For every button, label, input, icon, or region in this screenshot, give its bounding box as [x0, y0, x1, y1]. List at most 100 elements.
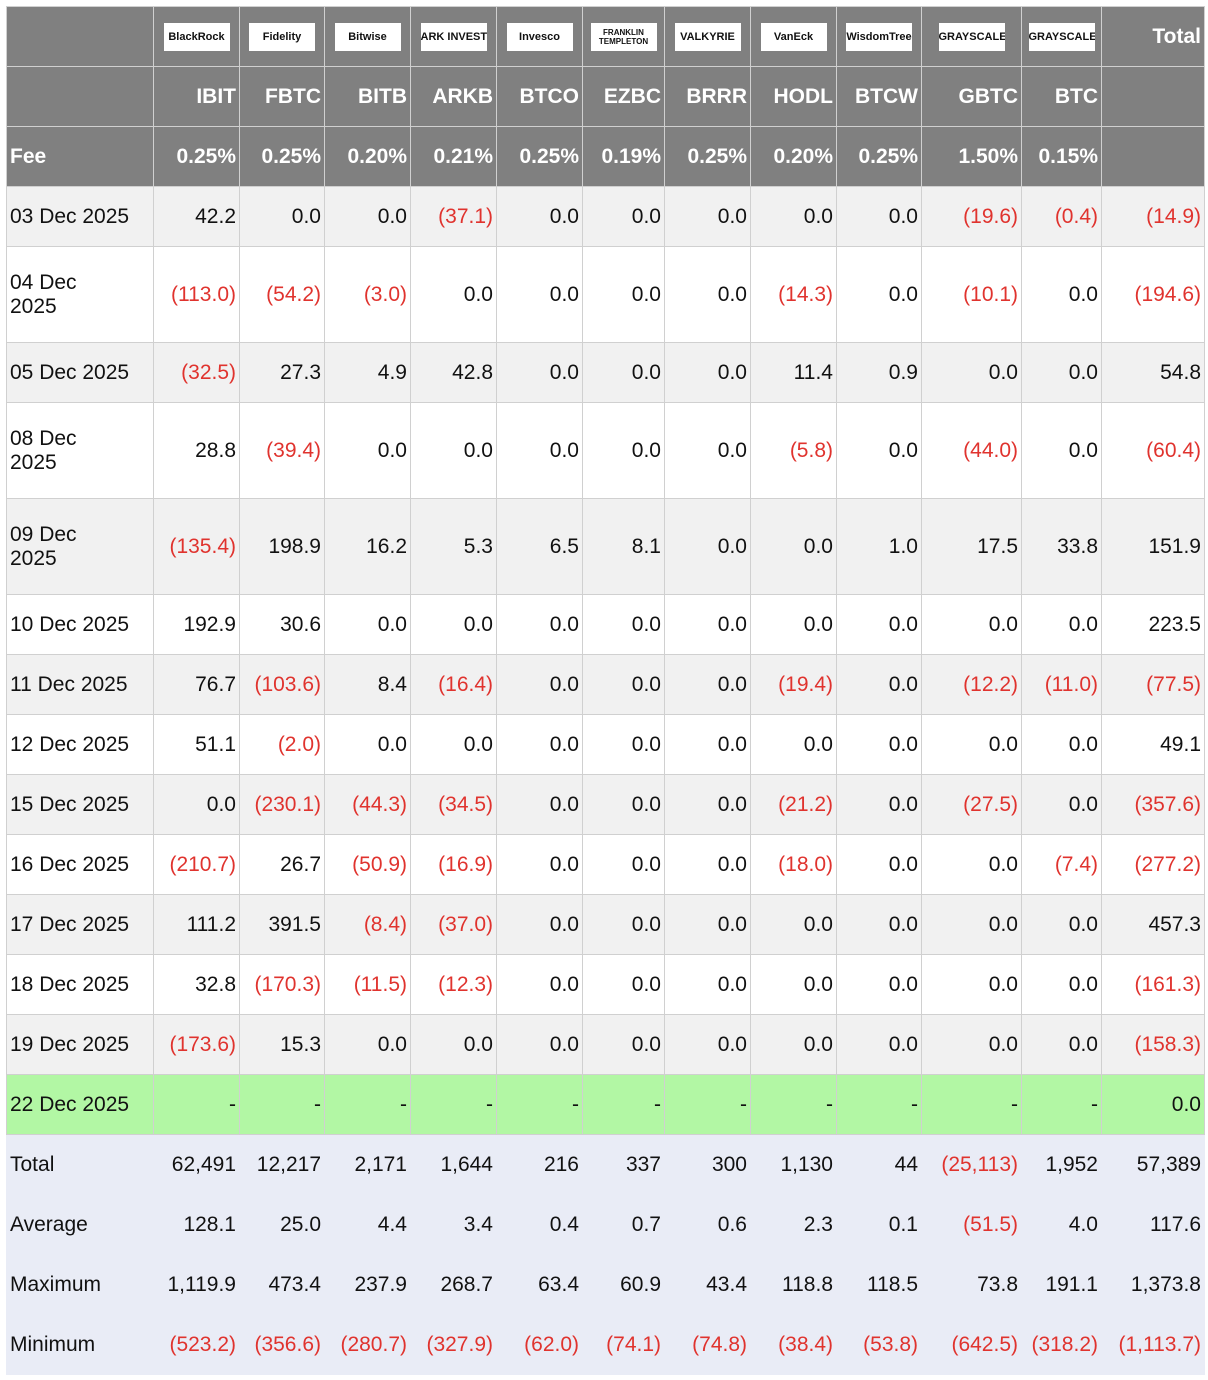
fee: 1.50% — [921, 126, 1022, 187]
value-cell: 54.8 — [1101, 342, 1205, 403]
date: 16 Dec 2025 — [10, 852, 130, 876]
value-cell: 8.4 — [324, 654, 411, 715]
summary-row: Maximum 1,119.9 473.4 237.9 268.7 63.4 60.9 43.… — [6, 1254, 1205, 1315]
value-cell: 0.0 — [1021, 402, 1102, 499]
value-cell: 0.0 — [664, 594, 751, 655]
value-cell: 0.0 — [664, 186, 751, 247]
summary-label: Total — [6, 1134, 154, 1195]
value-cell: (50.9) — [324, 834, 411, 895]
date: 05 Dec 2025 — [10, 360, 130, 384]
value-cell: 0.0 — [582, 342, 665, 403]
value-cell: 0.0 — [1021, 1014, 1102, 1075]
date-cell: 16 Dec 2025 — [6, 834, 154, 895]
value-cell: (113.0) — [153, 246, 240, 343]
fee-row: Fee 0.25% 0.25% 0.20% 0.21% 0.25% 0.19% 0.25% 0.… — [6, 126, 1205, 187]
brand-logo: GRAYSCALE — [938, 22, 1005, 51]
date-cell: 08 Dec 2025 — [6, 402, 154, 499]
value-cell: 0.0 — [921, 1014, 1022, 1075]
ticker: HODL — [750, 66, 837, 127]
value-cell: 0.0 — [496, 714, 583, 775]
value-cell: 0.0 — [582, 246, 665, 343]
value-cell: 0.0 — [1021, 594, 1102, 655]
value-cell: (357.6) — [1101, 774, 1205, 835]
date-cell: 09 Dec 2025 — [6, 498, 154, 595]
date-cell: 17 Dec 2025 — [6, 894, 154, 955]
brand-logo: GRAYSCALE — [1028, 22, 1095, 51]
value-cell: (60.4) — [1101, 402, 1205, 499]
value-cell: 0.0 — [410, 714, 497, 775]
value-cell: 0.6 — [664, 1194, 751, 1255]
value-cell: 27.3 — [239, 342, 325, 403]
value-cell: (1,113.7) — [1101, 1314, 1205, 1375]
value-cell: (11.0) — [1021, 654, 1102, 715]
value-cell: 0.0 — [921, 714, 1022, 775]
date: 10 Dec 2025 — [10, 612, 130, 636]
value-cell: 6.5 — [496, 498, 583, 595]
value-cell: - — [410, 1074, 497, 1135]
fee: 0.19% — [582, 126, 665, 187]
value-cell: 0.0 — [582, 186, 665, 247]
value-cell: 76.7 — [153, 654, 240, 715]
value-cell: 192.9 — [153, 594, 240, 655]
value-cell: 0.0 — [582, 594, 665, 655]
value-cell: (37.0) — [410, 894, 497, 955]
ticker-row: IBIT FBTC BITB ARKB BTCO EZBC BRRR HODL BTCW GBTC… — [6, 66, 1205, 127]
value-cell: (210.7) — [153, 834, 240, 895]
value-cell: 0.0 — [496, 402, 583, 499]
value-cell: (18.0) — [750, 834, 837, 895]
value-cell: 4.0 — [1021, 1194, 1102, 1255]
value-cell: 0.0 — [1101, 1074, 1205, 1135]
value-cell: 0.0 — [664, 1014, 751, 1075]
empty-cell — [6, 66, 154, 127]
value-cell: (8.4) — [324, 894, 411, 955]
value-cell: 198.9 — [239, 498, 325, 595]
value-cell: 2.3 — [750, 1194, 837, 1255]
value-cell: 0.0 — [239, 186, 325, 247]
value-cell: 0.0 — [410, 1014, 497, 1075]
value-cell: 0.0 — [582, 774, 665, 835]
value-cell: 391.5 — [239, 894, 325, 955]
logo-cell: VALKYRIE — [664, 6, 751, 67]
value-cell: 0.0 — [496, 594, 583, 655]
value-cell: 0.0 — [750, 1014, 837, 1075]
value-cell: (62.0) — [496, 1314, 583, 1375]
value-cell: 0.0 — [324, 186, 411, 247]
value-cell: (10.1) — [921, 246, 1022, 343]
date: 19 Dec 2025 — [10, 1032, 130, 1056]
brand-logo: VanEck — [760, 22, 827, 51]
date-cell: 22 Dec 2025 — [6, 1074, 154, 1135]
flow-row: 05 Dec 2025 (32.5) 27.3 4.9 42.8 0.0 0.0 0.0 11.… — [6, 342, 1205, 403]
flow-row: 18 Dec 2025 32.8 (170.3) (11.5) (12.3) 0.0 0.0… — [6, 954, 1205, 1015]
logo-cell: WisdomTree — [836, 6, 922, 67]
value-cell: - — [750, 1074, 837, 1135]
fee: 0.25% — [664, 126, 751, 187]
value-cell: 1,952 — [1021, 1134, 1102, 1195]
flow-row: 22 Dec 2025- - - - - - - - - - -0.0 — [6, 1074, 1205, 1135]
ticker: ARKB — [410, 66, 497, 127]
flow-row: 16 Dec 2025 (210.7) 26.7 (50.9) (16.9) 0.0 0.0… — [6, 834, 1205, 895]
value-cell: 0.0 — [836, 654, 922, 715]
ticker: BTCW — [836, 66, 922, 127]
date-cell: 10 Dec 2025 — [6, 594, 154, 655]
value-cell: (327.9) — [410, 1314, 497, 1375]
value-cell: (34.5) — [410, 774, 497, 835]
value-cell: - — [921, 1074, 1022, 1135]
value-cell: - — [836, 1074, 922, 1135]
value-cell: 0.0 — [921, 342, 1022, 403]
value-cell: 62,491 — [153, 1134, 240, 1195]
value-cell: 0.0 — [836, 402, 922, 499]
value-cell: 0.0 — [496, 342, 583, 403]
value-cell: 0.0 — [921, 594, 1022, 655]
value-cell: (3.0) — [324, 246, 411, 343]
ticker: GBTC — [921, 66, 1022, 127]
value-cell: 0.0 — [664, 498, 751, 595]
value-cell: 216 — [496, 1134, 583, 1195]
value-cell: (74.1) — [582, 1314, 665, 1375]
value-cell: 0.0 — [921, 894, 1022, 955]
value-cell: (277.2) — [1101, 834, 1205, 895]
value-cell: (25,113) — [921, 1134, 1022, 1195]
value-cell: 15.3 — [239, 1014, 325, 1075]
flow-row: 09 Dec 2025 (135.4) 198.9 16.2 5.3 6.5 8.1 0.0 0… — [6, 498, 1205, 595]
value-cell: 0.0 — [750, 498, 837, 595]
